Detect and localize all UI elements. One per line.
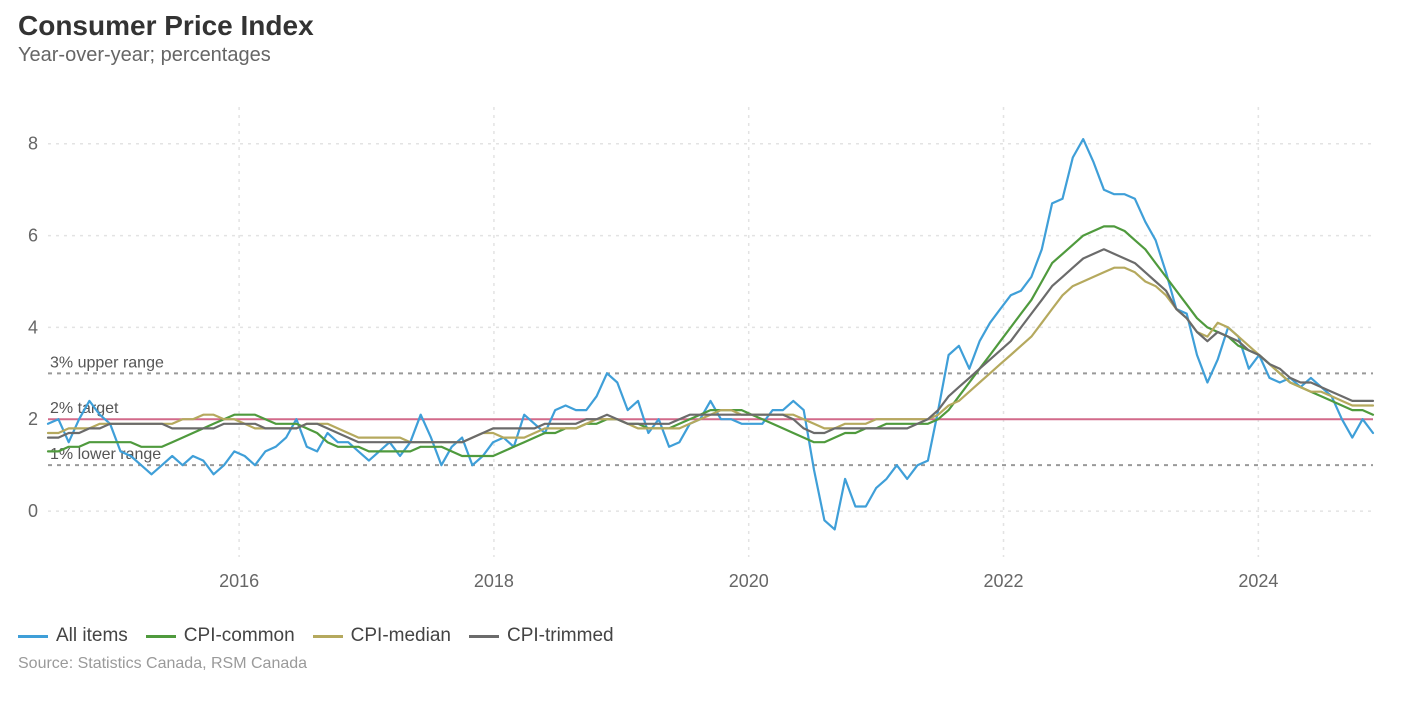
- x-tick-label: 2016: [219, 571, 259, 591]
- legend-swatch: [18, 635, 48, 638]
- y-tick-label: 2: [28, 409, 38, 429]
- chart-source: Source: Statistics Canada, RSM Canada: [18, 655, 1385, 673]
- legend-swatch: [469, 635, 499, 638]
- legend-swatch: [313, 635, 343, 638]
- legend-item: All items: [18, 625, 128, 647]
- legend-label: All items: [56, 625, 128, 647]
- chart-subtitle: Year-over-year; percentages: [18, 44, 1385, 67]
- legend-label: CPI-common: [184, 625, 295, 647]
- legend-label: CPI-trimmed: [507, 625, 614, 647]
- legend-item: CPI-trimmed: [469, 625, 614, 647]
- legend-swatch: [146, 635, 176, 638]
- series-line: [48, 226, 1373, 456]
- y-tick-label: 4: [28, 317, 38, 337]
- x-tick-label: 2018: [474, 571, 514, 591]
- chart-title: Consumer Price Index: [18, 10, 1385, 42]
- series-line: [48, 249, 1373, 442]
- x-tick-label: 2024: [1238, 571, 1278, 591]
- y-tick-label: 6: [28, 226, 38, 246]
- line-chart-svg: 02468201620182020202220243% upper range2…: [18, 97, 1385, 617]
- x-tick-label: 2020: [729, 571, 769, 591]
- reference-line-label: 3% upper range: [50, 354, 164, 371]
- legend-item: CPI-common: [146, 625, 295, 647]
- x-tick-label: 2022: [984, 571, 1024, 591]
- legend-item: CPI-median: [313, 625, 451, 647]
- chart-plot-area: 02468201620182020202220243% upper range2…: [18, 97, 1385, 617]
- series-line: [48, 139, 1373, 529]
- legend-label: CPI-median: [351, 625, 451, 647]
- chart-legend: All items CPI-common CPI-median CPI-trimmed: [18, 625, 1385, 647]
- y-tick-label: 0: [28, 501, 38, 521]
- series-line: [48, 268, 1373, 443]
- y-tick-label: 8: [28, 134, 38, 154]
